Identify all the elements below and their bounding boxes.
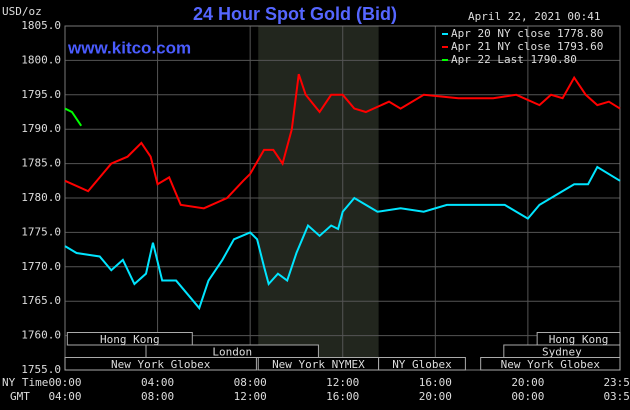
gmt-tick-label: 04:00 [48,390,81,403]
y-tick-label: 1790.0 [21,122,61,135]
y-tick-label: 1785.0 [21,157,61,170]
legend-entry: Apr 22 Last 1790.80 [451,53,577,66]
session-label: London [212,345,252,358]
price-line [64,107,83,127]
x-axis-label: NY Time [2,376,48,389]
x-tick-label: 08:00 [234,376,267,389]
y-tick-label: 1765.0 [21,294,61,307]
y-tick-label: 1795.0 [21,88,61,101]
y-tick-label: 1760.0 [21,329,61,342]
gmt-tick-label: 03:59 [603,390,630,403]
session-label: Sydney [542,345,582,358]
chart-title: 24 Hour Spot Gold (Bid) [193,4,397,24]
y-axis-label: USD/oz [2,5,42,18]
x-tick-label: 20:00 [511,376,544,389]
gmt-tick-label: 08:00 [141,390,174,403]
y-tick-label: 1770.0 [21,260,61,273]
y-tick-label: 1800.0 [21,53,61,66]
x-tick-label: 16:00 [419,376,452,389]
session-label: Hong Kong [100,333,160,346]
x-tick-label: 12:00 [326,376,359,389]
session-bar [480,357,621,371]
y-tick-label: 1775.0 [21,225,61,238]
session-label: New York Globex [501,358,601,371]
session-label: New York Globex [111,358,211,371]
price-line [64,165,621,311]
session-bar [66,332,193,346]
x-tick-label: 04:00 [141,376,174,389]
x-tick-label: 00:00 [48,376,81,389]
gmt-tick-label: 12:00 [234,390,267,403]
gmt-tick-label: 16:00 [326,390,359,403]
price-line [64,73,621,210]
legend-entry: Apr 20 NY close 1778.80 [451,27,603,40]
y-tick-label: 1755.0 [21,363,61,376]
chart-date: April 22, 2021 00:41 [468,10,600,23]
x-axis-label: GMT [10,390,30,403]
session-bar [64,357,257,371]
session-label: Hong Kong [549,333,609,346]
watermark: www.kitco.com [67,38,191,57]
y-tick-label: 1805.0 [21,19,61,32]
gmt-tick-label: 20:00 [419,390,452,403]
y-tick-label: 1780.0 [21,191,61,204]
session-label: New York NYMEX [272,358,365,371]
session-bar [378,357,466,371]
gmt-tick-label: 00:00 [511,390,544,403]
legend-entry: Apr 21 NY close 1793.60 [451,40,603,53]
x-tick-label: 23:59 [603,376,630,389]
session-label: NY Globex [392,358,452,371]
